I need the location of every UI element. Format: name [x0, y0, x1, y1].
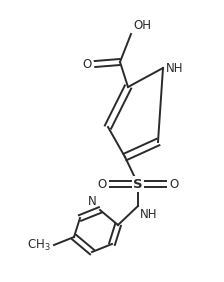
Text: CH$_3$: CH$_3$ [27, 237, 51, 253]
Text: NH: NH [166, 61, 183, 74]
Text: O: O [83, 58, 92, 70]
Text: O: O [169, 177, 178, 191]
Text: OH: OH [133, 19, 151, 32]
Text: N: N [88, 195, 97, 208]
Text: NH: NH [140, 208, 157, 221]
Text: S: S [133, 177, 143, 191]
Text: O: O [98, 177, 107, 191]
